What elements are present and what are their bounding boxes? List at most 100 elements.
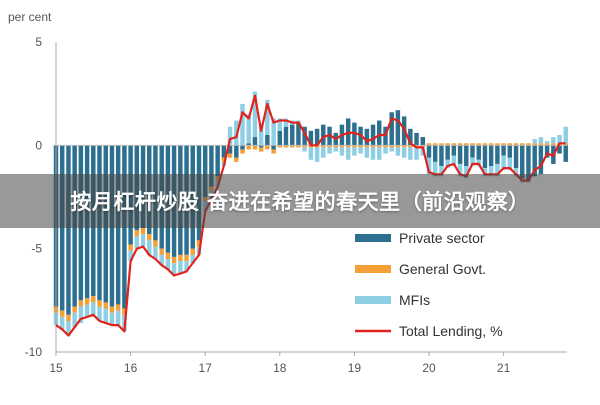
bar-private-sector bbox=[277, 130, 283, 146]
bar-general-govt bbox=[358, 145, 363, 148]
bar-mfis bbox=[383, 147, 388, 154]
bar-general-govt bbox=[283, 145, 289, 148]
bar-private-sector bbox=[271, 145, 276, 150]
bar-private-sector bbox=[513, 145, 519, 169]
bar-mfis bbox=[190, 254, 195, 264]
bar-private-sector bbox=[234, 145, 239, 158]
bar-mfis bbox=[488, 166, 494, 177]
bar-mfis bbox=[134, 236, 140, 249]
bar-general-govt bbox=[240, 149, 245, 154]
bar-private-sector bbox=[364, 128, 370, 146]
bar-general-govt bbox=[221, 157, 227, 162]
bar-general-govt bbox=[190, 248, 195, 255]
bar-private-sector bbox=[302, 126, 307, 146]
bar-private-sector bbox=[464, 145, 469, 166]
bar-mfis bbox=[557, 135, 562, 144]
bar-general-govt bbox=[184, 254, 189, 262]
bar-general-govt bbox=[153, 240, 158, 247]
bar-mfis bbox=[538, 137, 544, 144]
bar-general-govt bbox=[171, 256, 177, 264]
bar-general-govt bbox=[401, 145, 407, 148]
bar-general-govt bbox=[277, 145, 283, 148]
bar-general-govt bbox=[234, 157, 239, 162]
legend-label: Private sector bbox=[399, 230, 485, 246]
bar-general-govt bbox=[147, 234, 152, 241]
bar-mfis bbox=[171, 263, 177, 276]
bar-general-govt bbox=[66, 314, 71, 321]
bar-mfis bbox=[532, 139, 537, 144]
bar-general-govt bbox=[72, 306, 77, 313]
bar-mfis bbox=[72, 312, 77, 328]
bar-general-govt bbox=[488, 143, 494, 146]
bar-private-sector bbox=[538, 145, 544, 175]
bar-private-sector bbox=[439, 145, 444, 166]
bar-private-sector bbox=[526, 145, 531, 181]
bar-mfis bbox=[563, 126, 568, 144]
bar-mfis bbox=[495, 163, 500, 177]
bar-general-govt bbox=[165, 252, 171, 259]
bar-general-govt bbox=[370, 145, 376, 148]
bar-private-sector bbox=[59, 145, 65, 311]
bar-general-govt bbox=[271, 149, 276, 154]
total-lending-line-series bbox=[55, 94, 566, 337]
bar-mfis bbox=[283, 118, 289, 127]
y-tick-labels: 5 0 -5 -10 bbox=[25, 35, 43, 359]
bar-general-govt bbox=[140, 228, 146, 235]
bar-general-govt bbox=[115, 304, 121, 311]
bar-general-govt bbox=[451, 143, 457, 146]
bar-general-govt bbox=[526, 143, 531, 146]
bar-general-govt bbox=[352, 145, 357, 148]
bar-private-sector bbox=[209, 145, 214, 187]
x-tick-label: 17 bbox=[199, 361, 213, 375]
bar-mfis bbox=[84, 304, 90, 317]
bar-general-govt bbox=[109, 306, 115, 313]
bar-mfis bbox=[97, 306, 102, 321]
bar-mfis bbox=[159, 254, 164, 266]
bar-general-govt bbox=[327, 145, 332, 148]
bar-general-govt bbox=[296, 145, 301, 148]
bar-mfis bbox=[302, 147, 307, 152]
bar-mfis bbox=[178, 261, 183, 274]
bar-general-govt bbox=[364, 145, 370, 148]
bar-private-sector bbox=[321, 124, 326, 146]
bar-private-sector bbox=[501, 145, 506, 156]
bar-mfis bbox=[327, 147, 332, 154]
bar-mfis bbox=[321, 147, 326, 158]
legend-label: Total Lending, % bbox=[399, 323, 503, 339]
bar-mfis bbox=[395, 147, 401, 156]
bar-private-sector bbox=[451, 145, 457, 156]
bar-mfis bbox=[551, 137, 556, 144]
bar-mfis bbox=[165, 259, 171, 270]
bar-mfis bbox=[140, 234, 146, 247]
bar-mfis bbox=[389, 147, 394, 152]
bar-private-sector bbox=[202, 145, 208, 197]
bar-private-sector bbox=[314, 128, 320, 146]
bar-mfis bbox=[252, 91, 258, 138]
overlay-banner-text: 按月杠杆炒股 奋进在希望的春天里（前沿观察） bbox=[70, 190, 530, 214]
bar-mfis bbox=[482, 168, 488, 177]
bar-private-sector bbox=[265, 135, 270, 146]
bar-general-govt bbox=[84, 298, 90, 305]
bar-private-sector bbox=[457, 145, 463, 164]
bar-general-govt bbox=[128, 244, 133, 251]
bar-general-govt bbox=[265, 145, 270, 150]
bar-private-sector bbox=[215, 145, 220, 177]
bar-mfis bbox=[271, 118, 276, 146]
bar-general-govt bbox=[563, 143, 568, 146]
bar-general-govt bbox=[252, 145, 258, 150]
bar-general-govt bbox=[290, 145, 295, 148]
bar-mfis bbox=[240, 104, 245, 146]
bar-general-govt bbox=[426, 143, 432, 146]
bar-general-govt bbox=[159, 248, 164, 255]
bar-general-govt bbox=[339, 145, 345, 148]
bar-mfis bbox=[544, 141, 550, 144]
bar-general-govt bbox=[97, 300, 102, 307]
bar-general-govt bbox=[495, 143, 500, 146]
x-tick-label: 19 bbox=[348, 361, 362, 375]
x-tick-label: 15 bbox=[49, 361, 63, 375]
bar-general-govt bbox=[445, 143, 450, 146]
y-axis-unit-label: per cent bbox=[8, 10, 52, 24]
total-lending-line bbox=[55, 94, 566, 337]
bar-private-sector bbox=[544, 145, 550, 158]
bar-private-sector bbox=[283, 126, 289, 146]
